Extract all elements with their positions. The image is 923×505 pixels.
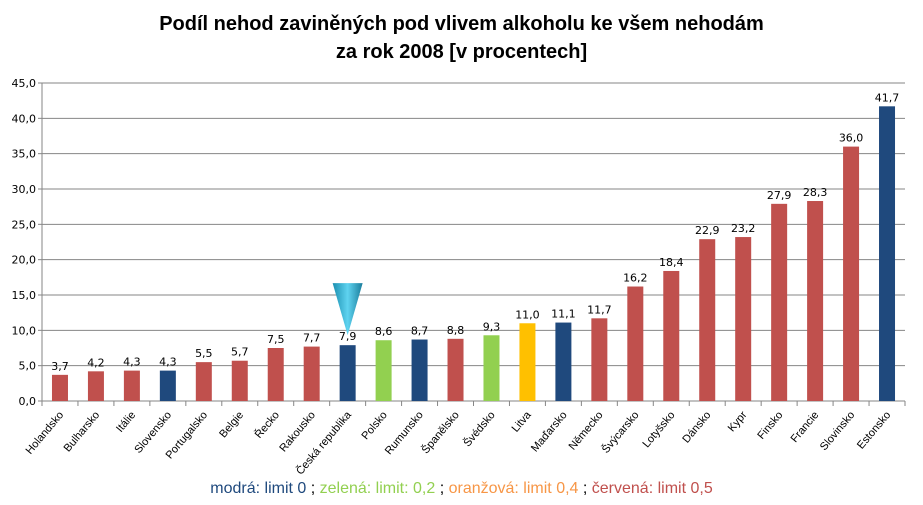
category-label: Francie xyxy=(789,409,822,445)
category-label: Lotyšsko xyxy=(640,409,677,450)
data-label: 18,4 xyxy=(659,256,684,269)
y-tick-label: 20,0 xyxy=(12,254,37,267)
legend-item: ; xyxy=(578,480,592,497)
y-tick-label: 35,0 xyxy=(12,148,37,161)
data-label: 36,0 xyxy=(839,132,864,145)
category-label: Švýcarsko xyxy=(599,409,642,456)
legend-item: červená: limit 0,5 xyxy=(591,480,713,497)
bar-estonsko xyxy=(879,106,896,401)
data-label: 7,7 xyxy=(303,332,321,345)
y-tick-label: 0,0 xyxy=(19,395,37,408)
data-label: 5,7 xyxy=(231,346,249,359)
y-tick-label: 25,0 xyxy=(12,218,37,231)
data-label: 8,6 xyxy=(375,325,393,338)
y-tick-label: 5,0 xyxy=(19,360,37,373)
data-label: 8,8 xyxy=(447,324,465,337)
legend-item: zelená: limit: 0,2 xyxy=(319,480,436,497)
bar-bulharsko xyxy=(87,371,104,401)
bar-portugalsko xyxy=(195,362,212,401)
data-label: 28,3 xyxy=(803,186,828,199)
bar-rakousko xyxy=(303,346,320,401)
data-label: 4,3 xyxy=(159,356,177,369)
bar-španělsko xyxy=(447,338,464,401)
bar-itálie xyxy=(123,370,140,401)
category-label: Řecko xyxy=(252,409,282,441)
y-tick-label: 15,0 xyxy=(12,289,37,302)
category-label: Kypr xyxy=(726,409,750,434)
chart-title-line1: Podíl nehod zaviněných pod vlivem alkoho… xyxy=(159,13,764,35)
category-label: Německo xyxy=(567,409,606,452)
chart-title-line2: za rok 2008 [v procentech] xyxy=(335,41,588,63)
category-label: Švédsko xyxy=(461,409,498,450)
data-label: 11,0 xyxy=(515,308,540,321)
legend-item: oranžová: limit 0,4 xyxy=(448,480,579,497)
bar-švédsko xyxy=(483,335,500,401)
data-label: 27,9 xyxy=(767,189,792,202)
arrow-shape xyxy=(332,283,363,336)
bar-slovinsko xyxy=(843,146,860,401)
data-label: 11,7 xyxy=(587,303,612,316)
category-label: Itálie xyxy=(114,409,138,435)
legend-item: ; xyxy=(306,480,320,497)
data-label: 8,7 xyxy=(411,325,429,338)
data-label: 9,3 xyxy=(483,320,501,333)
data-label: 41,7 xyxy=(875,91,900,104)
bar-belgie xyxy=(231,360,248,401)
data-label: 7,9 xyxy=(339,330,357,343)
data-label: 4,3 xyxy=(123,356,141,369)
data-label: 4,2 xyxy=(87,356,105,369)
y-tick-label: 45,0 xyxy=(12,77,37,90)
category-label: Litva xyxy=(510,409,535,435)
data-label: 7,5 xyxy=(267,333,285,346)
bar-litva xyxy=(519,323,536,401)
data-label: 3,7 xyxy=(51,360,69,373)
y-tick-label: 40,0 xyxy=(12,112,37,125)
bar-francie xyxy=(807,201,824,401)
data-label: 22,9 xyxy=(695,224,720,237)
data-label: 5,5 xyxy=(195,347,213,360)
bar-rumunsko xyxy=(411,339,428,401)
bar-švýcarsko xyxy=(627,286,644,401)
category-label: Slovinsko xyxy=(818,409,857,453)
category-label: Polsko xyxy=(359,409,389,442)
bar-česká-republika xyxy=(339,345,356,401)
bar-polsko xyxy=(375,340,392,401)
legend-item: ; xyxy=(435,480,449,497)
category-label: Estonsko xyxy=(855,409,893,451)
bar-finsko xyxy=(771,203,788,401)
bar-německo xyxy=(591,318,608,401)
category-label: Rumunsko xyxy=(383,409,426,457)
bar-slovensko xyxy=(159,370,176,401)
bar-řecko xyxy=(267,348,284,401)
category-label: Holandsko xyxy=(24,409,67,457)
bar-holandsko xyxy=(51,374,68,401)
data-label: 16,2 xyxy=(623,272,648,285)
y-tick-label: 10,0 xyxy=(12,324,37,337)
data-label: 23,2 xyxy=(731,222,756,235)
data-label: 11,1 xyxy=(551,308,576,321)
bar-maďarsko xyxy=(555,322,572,401)
category-label: Španělsko xyxy=(419,409,462,457)
category-label: Maďarsko xyxy=(529,409,570,454)
chart-title: Podíl nehod zaviněných pod vlivem alkoho… xyxy=(0,10,923,66)
category-label: Finsko xyxy=(755,409,785,442)
legend-item: modrá: limit 0 xyxy=(210,480,307,497)
bar-dánsko xyxy=(699,239,716,401)
bar-kypr xyxy=(735,237,752,401)
category-label: Bulharsko xyxy=(62,409,103,454)
bar-lotyšsko xyxy=(663,270,680,401)
category-label: Dánsko xyxy=(680,409,713,445)
y-tick-label: 30,0 xyxy=(12,183,37,196)
category-label: Belgie xyxy=(217,409,246,440)
legend: modrá: limit 0 ; zelená: limit: 0,2 ; or… xyxy=(0,480,923,498)
highlight-arrow-icon xyxy=(332,283,363,336)
